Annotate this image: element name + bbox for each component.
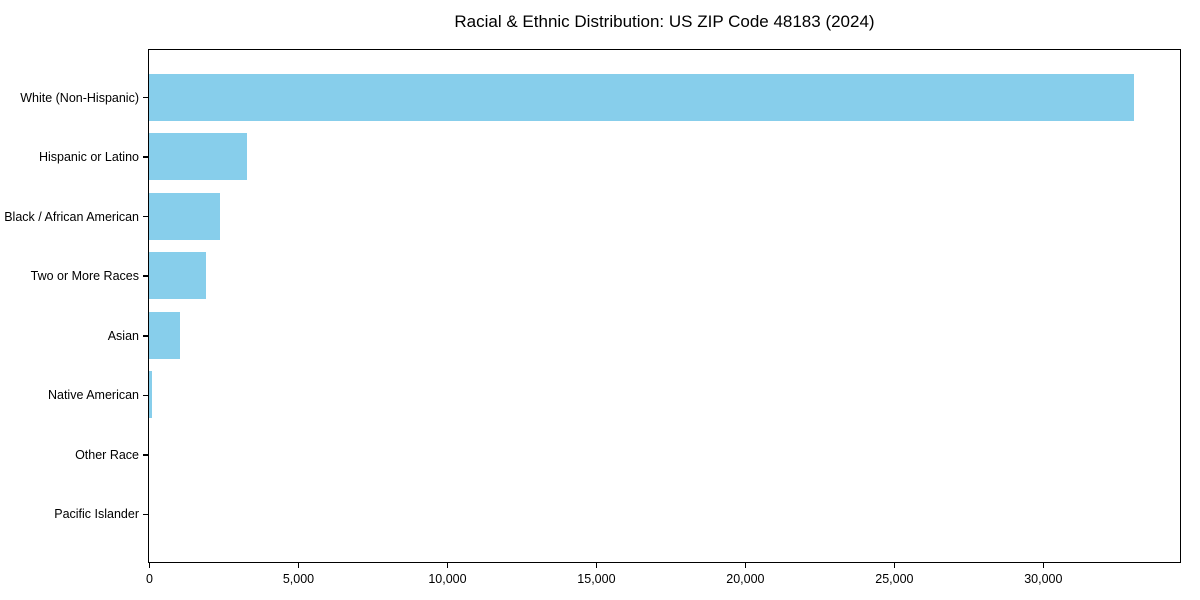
y-axis-label-pacific-islander: Pacific Islander [54,507,139,522]
x-tick-0 [148,563,151,568]
x-tick-20000 [744,563,747,568]
y-axis-label-black-african-american: Black / African American [4,209,139,224]
y-tick-other-race [143,454,148,456]
y-tick-native-american [143,394,148,397]
y-tick-asian [143,335,148,337]
x-tick-label-0: 0 [146,572,153,586]
y-axis-label-native-american: Native American [47,388,139,403]
bar-white-non-hispanic [149,73,1135,121]
bar-asian [149,311,180,359]
plot-area [148,49,1181,563]
bar-two-or-more-races [149,252,206,300]
y-tick-two-or-more-races [143,275,148,277]
x-tick-25000 [893,563,896,568]
chart-title: Racial & Ethnic Distribution: US ZIP Cod… [454,12,875,31]
x-tick-label-5000: 5,000 [282,572,315,586]
bar-hispanic-or-latino [149,133,248,181]
y-axis-label-asian: Asian [107,328,139,343]
y-axis-label-white-non-hispanic: White (Non-Hispanic) [20,90,139,105]
bar-native-american [149,371,152,419]
y-tick-white-non-hispanic [143,96,148,99]
y-tick-black-african-american [143,215,148,218]
y-tick-pacific-islander [143,513,148,516]
x-tick-label-15000: 15,000 [577,572,616,586]
x-tick-15000 [595,563,598,568]
x-tick-label-20000: 20,000 [726,572,765,586]
x-tick-10000 [446,563,449,568]
x-tick-30000 [1042,563,1045,568]
x-tick-label-10000: 10,000 [428,572,467,586]
bar-black-african-american [149,192,221,240]
y-axis-label-hispanic-or-latino: Hispanic or Latino [38,150,139,165]
x-tick-label-25000: 25,000 [875,572,914,586]
x-tick-label-30000: 30,000 [1024,572,1063,586]
y-axis-label-two-or-more-races: Two or More Races [30,269,139,284]
y-axis-label-other-race: Other Race [75,447,139,462]
y-tick-hispanic-or-latino [143,156,148,158]
x-tick-5000 [297,563,300,568]
